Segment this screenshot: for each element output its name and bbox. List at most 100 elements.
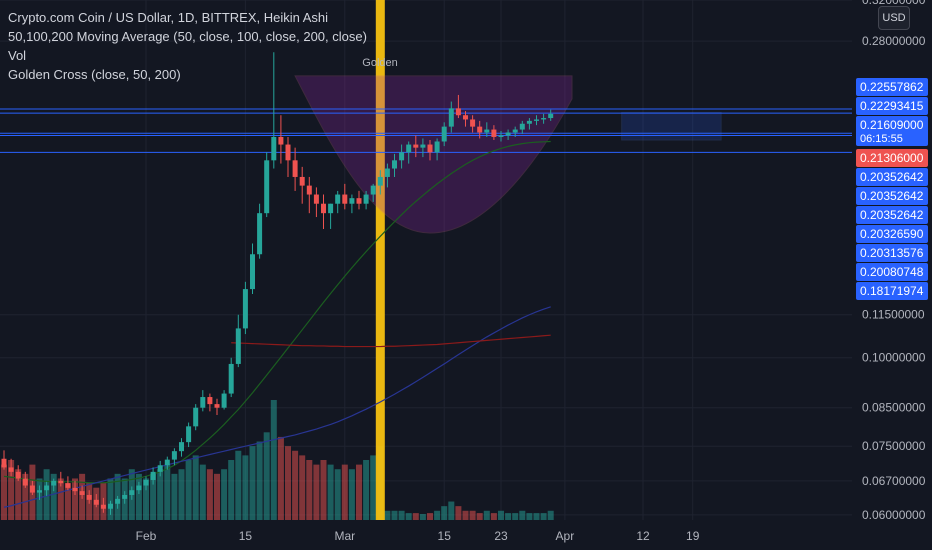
volume-bar [157,469,164,520]
candle-body [44,485,50,491]
x-axis-bg [0,520,932,550]
price-label: 0.18171974 [860,284,924,298]
volume-bar [285,446,291,520]
candle-body [186,426,192,443]
volume-bar [505,513,512,520]
candle-body [321,203,326,214]
volume-bar [164,464,171,520]
volume-bar [192,455,199,520]
volume-bar [221,469,228,520]
volume-bar [356,464,362,520]
golden-cross-label: Golden [362,57,397,69]
x-tick-label: 23 [494,529,508,543]
candle-body [157,465,163,472]
price-label-box [856,263,928,281]
volume-bar [490,513,497,520]
y-tick-label: 0.07500000 [862,439,926,453]
price-label: 0.20352642 [860,208,924,222]
candle-body [207,397,213,405]
y-tick-label: 0.28000000 [862,34,926,48]
moving-average-legend: 50,100,200 Moving Average (50, close, 10… [8,29,367,44]
y-tick-label: 0.11500000 [862,308,925,322]
candle-body [115,498,121,504]
volume-bar [348,469,355,520]
volume-bar [476,513,483,520]
volume-bar [519,510,526,520]
candle-body [363,194,369,204]
price-label-box [856,97,928,115]
candle-body [448,108,454,127]
volume-bar [462,510,469,520]
candle-body [37,490,42,493]
volume-bar [277,436,284,520]
volume-bar [448,501,455,520]
candle-body [150,471,156,480]
candle-body [242,289,248,329]
candle-body [349,198,355,204]
candle-body [399,152,405,161]
volume-bar [178,469,185,520]
candle-body [392,160,397,169]
price-label-box [856,78,928,96]
currency-button[interactable]: USD [878,6,910,30]
candle-body [193,407,199,427]
cup-pattern [294,75,573,234]
candle-body [463,115,468,120]
price-label-box [856,225,928,243]
volume-bar [50,473,57,520]
candle-body [491,129,497,137]
volume-bar [526,513,533,520]
candle-body [377,176,383,186]
candle-body [179,442,184,452]
volume-bar [441,506,448,520]
candle-body [51,480,57,486]
volume-bar [398,510,405,520]
volume-bar [327,464,334,520]
price-label-box [856,116,928,146]
volume-bar [384,510,391,520]
volume-bar [341,464,348,520]
price-label: 0.20326590 [860,227,924,241]
candle-body [1,458,7,468]
candle-body [100,504,106,509]
candle-body [79,491,85,495]
candle-body [129,490,135,495]
candle-body [370,185,376,195]
price-label-box [856,206,928,224]
symbol-title: Crypto.com Coin / US Dollar, 1D, BITTREX… [8,10,329,25]
candle-body [214,404,220,408]
volume-bar [547,510,554,520]
candle-body [250,254,255,290]
candle-body [441,126,447,142]
volume-bar [199,464,206,520]
price-label-box [856,187,928,205]
candle-body [498,135,504,137]
price-label: 0.20352642 [860,170,924,184]
candle-body [200,397,206,408]
volume-bar [483,510,490,520]
volume-bar [313,464,320,520]
candle-body [484,129,490,133]
volume-bar [540,513,547,520]
price-label: 0.21306000 [860,151,924,165]
y-tick-label: 0.08500000 [862,401,926,415]
volume-bar [320,460,327,520]
y-tick-label: 0.06000000 [862,508,926,522]
candle-body [58,480,64,484]
candle-body [22,478,28,486]
volume-bar [469,510,476,520]
volume-bar [512,513,519,520]
golden-cross-highlight [375,0,385,520]
candle-body [221,393,227,408]
candle-body [292,160,298,177]
volume-bar [228,460,235,520]
candle-body [257,213,263,255]
candle-body [335,194,341,204]
volume-bar [150,473,157,520]
candle-body [427,144,433,153]
candle-body [356,198,362,204]
price-label: 0.20352642 [860,189,924,203]
volume-bar [412,513,419,520]
candle-body [29,485,35,493]
